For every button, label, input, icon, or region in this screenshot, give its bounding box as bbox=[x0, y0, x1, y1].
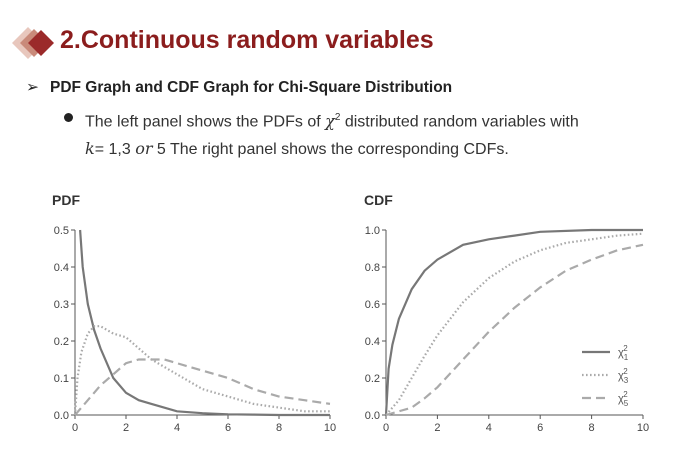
y-tick-label: 1.0 bbox=[365, 225, 380, 237]
k-symbol: k bbox=[85, 139, 95, 159]
x-tick-label: 8 bbox=[589, 422, 595, 434]
series-line-5 bbox=[385, 243, 644, 417]
desc-part: 5 The right panel shows the correspondin… bbox=[152, 141, 509, 159]
series-line-5 bbox=[74, 358, 331, 416]
series-line-1 bbox=[79, 229, 330, 417]
description-text: The left panel shows the PDFs of χ2 dist… bbox=[85, 104, 664, 163]
x-tick-label: 0 bbox=[383, 422, 389, 434]
chart-pdf: PDF 0.0 0.1 0.2 0.3 0.4 0.5 0 2 4 6 8 10 bbox=[52, 192, 336, 434]
x-tick-label: 4 bbox=[486, 422, 492, 434]
desc-line-2: k= 1,3 or 5 The right panel shows the co… bbox=[85, 135, 664, 163]
chart-title: PDF bbox=[52, 192, 80, 208]
y-tick-label: 0.0 bbox=[54, 410, 69, 422]
desc-part: = 1,3 bbox=[94, 141, 136, 159]
dot-bullet-icon bbox=[64, 113, 73, 122]
y-tick-label: 0.2 bbox=[365, 373, 380, 385]
y-tick-label: 0.0 bbox=[365, 410, 380, 422]
y-tick-label: 0.1 bbox=[54, 373, 69, 385]
description-bullet: The left panel shows the PDFs of χ2 dist… bbox=[64, 104, 664, 163]
chart-title: CDF bbox=[364, 192, 393, 208]
y-tick-label: 0.8 bbox=[365, 262, 380, 274]
y-tick-label: 0.3 bbox=[54, 299, 69, 311]
legend-label: χ32 bbox=[618, 367, 629, 385]
title-bar bbox=[0, 18, 681, 68]
diamond-decoration-icon bbox=[12, 27, 54, 59]
series-line-3 bbox=[73, 325, 330, 416]
desc-part: distributed random variables with bbox=[340, 113, 579, 131]
chi-superscript: 2 bbox=[334, 112, 341, 123]
series-line-3 bbox=[385, 232, 644, 416]
arrow-bullet-icon: ➢ bbox=[26, 79, 39, 96]
x-tick-label: 10 bbox=[324, 422, 336, 434]
legend-label: χ12 bbox=[618, 344, 629, 362]
y-tick-label: 0.4 bbox=[54, 262, 69, 274]
chi-symbol: χ bbox=[325, 111, 335, 131]
x-tick-label: 2 bbox=[434, 422, 440, 434]
x-tick-label: 4 bbox=[174, 422, 180, 434]
x-tick-label: 10 bbox=[637, 422, 649, 434]
series-line-1 bbox=[384, 228, 643, 416]
or-word: or bbox=[135, 139, 153, 159]
x-tick-label: 6 bbox=[225, 422, 231, 434]
x-tick-label: 0 bbox=[72, 422, 78, 434]
chart-cdf: CDF 0.0 0.2 0.4 0.6 0.8 1.0 0 2 4 6 8 10 χ12 χ32 χ52 bbox=[364, 192, 649, 434]
y-tick-label: 0.4 bbox=[365, 336, 380, 348]
desc-part: The left panel shows the PDFs of bbox=[85, 113, 326, 131]
x-tick-label: 2 bbox=[123, 422, 129, 434]
x-tick-label: 6 bbox=[537, 422, 543, 434]
y-tick-label: 0.6 bbox=[365, 299, 380, 311]
page-title: 2.Continuous random variables bbox=[60, 26, 434, 54]
y-tick-label: 0.5 bbox=[54, 225, 69, 237]
subtitle-bullet: ➢ PDF Graph and CDF Graph for Chi-Square … bbox=[26, 78, 452, 97]
legend-label: χ52 bbox=[618, 390, 629, 408]
subtitle-text: PDF Graph and CDF Graph for Chi-Square D… bbox=[50, 79, 453, 96]
y-tick-label: 0.2 bbox=[54, 336, 69, 348]
x-tick-label: 8 bbox=[276, 422, 282, 434]
charts-area: PDF 0.0 0.1 0.2 0.3 0.4 0.5 0 2 4 6 8 10 CDF 0.0 0.2 0.4… bbox=[52, 192, 649, 434]
